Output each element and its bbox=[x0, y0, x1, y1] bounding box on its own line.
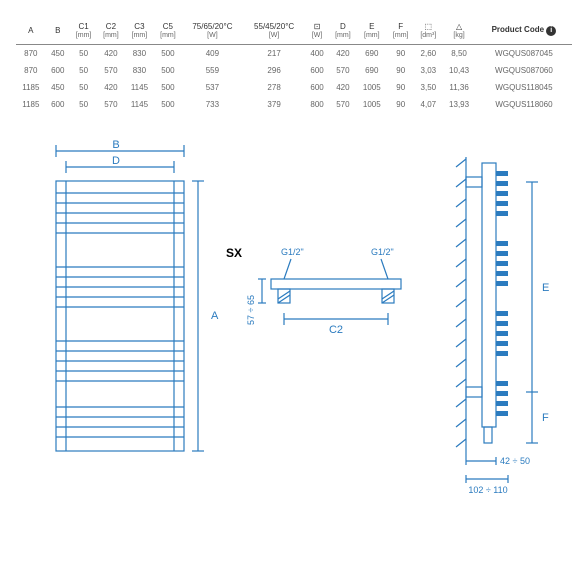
cell: 1145 bbox=[125, 96, 155, 113]
svg-text:G1/2": G1/2" bbox=[371, 247, 394, 257]
col-C2: C2[mm] bbox=[97, 18, 124, 44]
svg-text:D: D bbox=[112, 155, 120, 167]
svg-text:B: B bbox=[112, 139, 119, 151]
svg-text:G1/2": G1/2" bbox=[281, 247, 304, 257]
col-power: ⊡[W] bbox=[305, 18, 329, 44]
cell: 278 bbox=[243, 79, 305, 96]
cell: 409 bbox=[182, 44, 244, 62]
front-view: B D A SX bbox=[56, 139, 242, 451]
cell: 50 bbox=[70, 44, 97, 62]
col-D: D[mm] bbox=[329, 18, 356, 44]
cell: 217 bbox=[243, 44, 305, 62]
bottom-view: G1/2" G1/2" 57 ÷ 65 C2 bbox=[246, 247, 401, 336]
svg-text:57 ÷ 65: 57 ÷ 65 bbox=[246, 295, 256, 325]
cell: 296 bbox=[243, 62, 305, 79]
col-weight: △[kg] bbox=[442, 18, 476, 44]
cell: 420 bbox=[97, 79, 124, 96]
svg-text:42 ÷ 50: 42 ÷ 50 bbox=[500, 456, 530, 466]
table-body: 87045050420830500409217400420690902,608,… bbox=[16, 44, 572, 113]
cell: 1185 bbox=[16, 79, 46, 96]
col-A: A bbox=[16, 18, 46, 44]
col-code: Product Code i bbox=[476, 18, 572, 44]
cell: 800 bbox=[305, 96, 329, 113]
cell: 690 bbox=[357, 44, 387, 62]
svg-text:F: F bbox=[542, 412, 549, 424]
cell: 420 bbox=[329, 44, 356, 62]
cell: WGQUS087060 bbox=[476, 62, 572, 79]
cell: 1145 bbox=[125, 79, 155, 96]
svg-text:102 ÷ 110: 102 ÷ 110 bbox=[468, 485, 507, 495]
cell: 500 bbox=[154, 44, 181, 62]
cell: 11,36 bbox=[442, 79, 476, 96]
col-F: F[mm] bbox=[387, 18, 414, 44]
cell: 450 bbox=[46, 79, 70, 96]
svg-text:SX: SX bbox=[226, 246, 242, 260]
cell: 559 bbox=[182, 62, 244, 79]
cell: 2,60 bbox=[414, 44, 442, 62]
col-B: B bbox=[46, 18, 70, 44]
cell: 600 bbox=[46, 62, 70, 79]
table-row: 11856005057011455007333798005701005904,0… bbox=[16, 96, 572, 113]
cell: 500 bbox=[154, 79, 181, 96]
cell: 570 bbox=[97, 96, 124, 113]
cell: 90 bbox=[387, 44, 414, 62]
cell: 50 bbox=[70, 79, 97, 96]
cell: 400 bbox=[305, 44, 329, 62]
cell: WGQUS087045 bbox=[476, 44, 572, 62]
cell: 13,93 bbox=[442, 96, 476, 113]
col-5545: 55/45/20°C[W] bbox=[243, 18, 305, 44]
svg-text:A: A bbox=[211, 310, 219, 322]
cell: 379 bbox=[243, 96, 305, 113]
cell: 50 bbox=[70, 62, 97, 79]
cell: 500 bbox=[154, 96, 181, 113]
cell: 90 bbox=[387, 96, 414, 113]
cell: 570 bbox=[329, 96, 356, 113]
cell: 1005 bbox=[357, 96, 387, 113]
cell: WGQUS118045 bbox=[476, 79, 572, 96]
cell: 90 bbox=[387, 62, 414, 79]
cell: 8,50 bbox=[442, 44, 476, 62]
col-7565: 75/65/20°C[W] bbox=[182, 18, 244, 44]
cell: 3,50 bbox=[414, 79, 442, 96]
technical-drawings: B D A SX G1/2" G1/2" bbox=[16, 137, 572, 507]
cell: 1185 bbox=[16, 96, 46, 113]
spec-table: A B C1[mm] C2[mm] C3[mm] C5[mm] 75/65/20… bbox=[16, 18, 572, 113]
cell: 870 bbox=[16, 62, 46, 79]
cell: 450 bbox=[46, 44, 70, 62]
col-C5: C5[mm] bbox=[154, 18, 181, 44]
col-C3: C3[mm] bbox=[125, 18, 155, 44]
cell: 600 bbox=[46, 96, 70, 113]
cell: 500 bbox=[154, 62, 181, 79]
table-row: 87045050420830500409217400420690902,608,… bbox=[16, 44, 572, 62]
cell: 50 bbox=[70, 96, 97, 113]
cell: 600 bbox=[305, 79, 329, 96]
cell: 830 bbox=[125, 44, 155, 62]
col-C1: C1[mm] bbox=[70, 18, 97, 44]
cell: 3,03 bbox=[414, 62, 442, 79]
col-vol: ⬚[dm³] bbox=[414, 18, 442, 44]
header-row: A B C1[mm] C2[mm] C3[mm] C5[mm] 75/65/20… bbox=[16, 18, 572, 44]
table-row: 11854505042011455005372786004201005903,5… bbox=[16, 79, 572, 96]
cell: 830 bbox=[125, 62, 155, 79]
svg-text:C2: C2 bbox=[329, 324, 343, 336]
cell: 690 bbox=[357, 62, 387, 79]
cell: 420 bbox=[97, 44, 124, 62]
cell: 870 bbox=[16, 44, 46, 62]
cell: 733 bbox=[182, 96, 244, 113]
cell: 90 bbox=[387, 79, 414, 96]
cell: 10,43 bbox=[442, 62, 476, 79]
cell: 1005 bbox=[357, 79, 387, 96]
info-icon: i bbox=[546, 26, 556, 36]
side-view: E F 42 ÷ 50 102 ÷ 110 bbox=[456, 157, 549, 495]
table-row: 87060050570830500559296600570690903,0310… bbox=[16, 62, 572, 79]
cell: 570 bbox=[329, 62, 356, 79]
cell: 420 bbox=[329, 79, 356, 96]
cell: 570 bbox=[97, 62, 124, 79]
cell: 600 bbox=[305, 62, 329, 79]
col-E: E[mm] bbox=[357, 18, 387, 44]
svg-text:E: E bbox=[542, 282, 549, 294]
cell: WGQUS118060 bbox=[476, 96, 572, 113]
cell: 537 bbox=[182, 79, 244, 96]
cell: 4,07 bbox=[414, 96, 442, 113]
